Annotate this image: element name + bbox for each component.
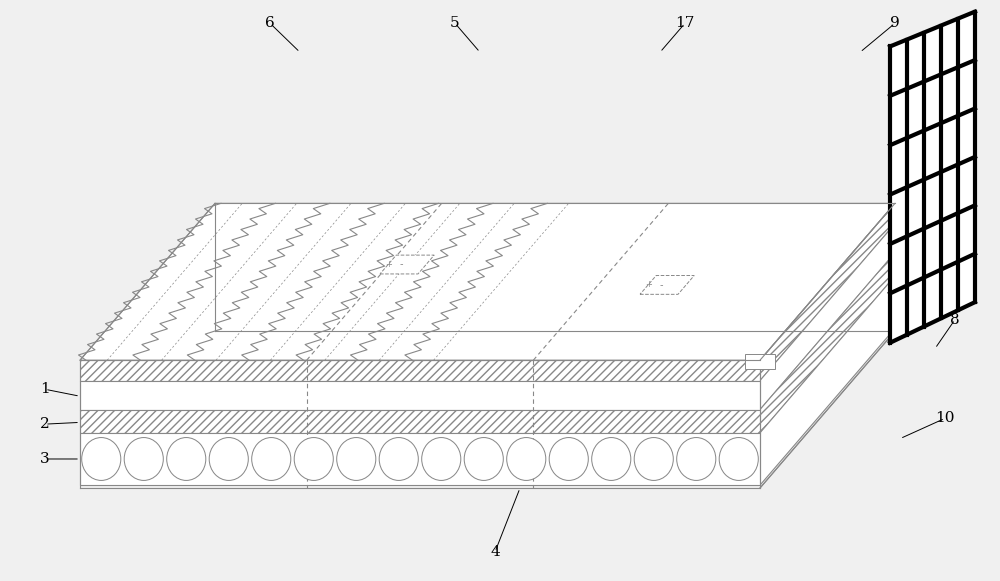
Text: +: + [645,281,652,289]
Ellipse shape [124,437,163,480]
Ellipse shape [677,437,716,480]
Text: 9: 9 [890,16,900,30]
Text: 6: 6 [265,16,275,30]
Ellipse shape [82,437,121,480]
Ellipse shape [337,437,376,480]
Text: -: - [400,260,404,270]
Polygon shape [890,12,975,343]
Text: 8: 8 [950,313,960,327]
Text: 3: 3 [40,452,50,466]
Ellipse shape [294,437,333,480]
Bar [80,360,760,381]
Text: -: - [660,280,664,290]
Ellipse shape [422,437,461,480]
Ellipse shape [379,437,418,480]
Polygon shape [760,276,895,485]
Bar [80,433,760,485]
Text: 10: 10 [935,411,955,425]
Bar [80,410,760,433]
Polygon shape [380,255,434,274]
Ellipse shape [167,437,206,480]
Text: 4: 4 [490,545,500,559]
Ellipse shape [592,437,631,480]
Polygon shape [760,253,895,433]
Text: 2: 2 [40,417,50,431]
Ellipse shape [634,437,673,480]
Ellipse shape [549,437,588,480]
Ellipse shape [464,437,503,480]
Bar [745,354,775,369]
Ellipse shape [719,437,758,480]
Text: 1: 1 [40,382,50,396]
Text: +: + [385,260,392,269]
Ellipse shape [507,437,546,480]
Polygon shape [640,275,694,295]
Polygon shape [760,203,895,381]
Polygon shape [760,224,895,410]
Text: 17: 17 [675,16,695,30]
Text: 5: 5 [450,16,460,30]
Ellipse shape [209,437,248,480]
Ellipse shape [252,437,291,480]
Bar [80,381,760,410]
Polygon shape [80,203,895,360]
